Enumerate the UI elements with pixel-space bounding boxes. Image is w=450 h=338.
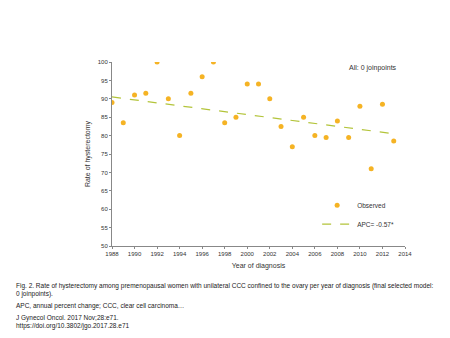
svg-text:55: 55 [101,225,108,231]
svg-text:70: 70 [101,170,108,176]
svg-text:1996: 1996 [195,251,209,257]
html-text:Fig. 2. Rate of hysterectomy a: Fig. 2. Rate of hysterectomy among preme… [16,282,434,297]
svg-text:1988: 1988 [105,251,119,257]
svg-text:2000: 2000 [241,251,255,257]
svg-text:65: 65 [101,188,108,194]
svg-text:1992: 1992 [150,251,164,257]
svg-text:2008: 2008 [331,251,345,257]
svg-text:Rate of hysterectomy: Rate of hysterectomy [84,120,92,187]
svg-text:2004: 2004 [286,251,300,257]
svg-text:50: 50 [101,243,108,249]
html-text:https://doi.org/10.3802/jgo.20: https://doi.org/10.3802/jgo.2017.28.e71 [16,322,130,329]
svg-text:2002: 2002 [263,251,277,257]
svg-text:90: 90 [101,96,108,102]
svg-text:100: 100 [98,59,109,65]
svg-text:Year of diagnosis: Year of diagnosis [232,262,286,270]
svg-text:All: 0 joinpoints: All: 0 joinpoints [349,64,397,72]
svg-text:2014: 2014 [398,251,412,257]
svg-text:Observed: Observed [357,202,386,209]
svg-text:85: 85 [101,114,108,120]
html-text:APC, annual percent change; CC: APC, annual percent change; CCC, clear c… [16,302,185,309]
svg-text:1998: 1998 [218,251,232,257]
html-text:J Gynecol Oncol. 2017 Nov;28:e: J Gynecol Oncol. 2017 Nov;28:e71. [16,314,119,321]
svg-text:1990: 1990 [128,251,142,257]
svg-text:60: 60 [101,206,108,212]
svg-text:95: 95 [101,78,108,84]
svg-text:APC= -0.57*: APC= -0.57* [357,221,394,228]
svg-text:2010: 2010 [353,251,367,257]
svg-text:75: 75 [101,151,108,157]
svg-text:1994: 1994 [173,251,187,257]
svg-text:2012: 2012 [376,251,390,257]
svg-text:2006: 2006 [308,251,322,257]
svg-text:80: 80 [101,133,108,139]
